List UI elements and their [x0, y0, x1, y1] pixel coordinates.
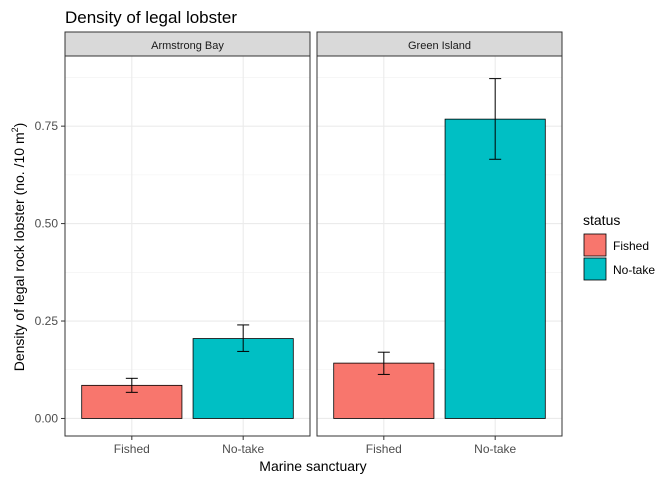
panel-border [64, 55, 311, 437]
x-tick-label: Fished [366, 442, 402, 456]
bar [81, 384, 183, 419]
facet-strip [316, 31, 563, 57]
legend: status Fished No-take [583, 212, 655, 281]
x-tick-label: No-take [474, 442, 516, 456]
facet-panel: Green Island Fished No-take [316, 31, 563, 456]
plot-panels: Armstrong Bay Fished No-take Green Island Fi… [64, 31, 563, 456]
facet-strip-label: Green Island [408, 40, 471, 52]
facet-panel: Armstrong Bay Fished No-take [64, 31, 311, 456]
legend-swatch [583, 257, 607, 281]
legend-label: Fished [613, 239, 649, 253]
y-axis-label: Density of legal rock lobster (no. /10 m… [10, 123, 27, 372]
y-tick-label: 0.50 [35, 217, 59, 231]
y-tick-label: 0.25 [35, 314, 59, 328]
legend-label: No-take [613, 263, 655, 277]
facet-strip [64, 31, 311, 57]
legend-title: status [583, 212, 620, 228]
x-tick-label: No-take [222, 442, 264, 456]
x-tick-label: Fished [114, 442, 150, 456]
y-tick-label: 0.75 [35, 119, 59, 133]
y-tick-label: 0.00 [35, 411, 59, 425]
y-axis-label-main: Density of legal rock lobster (no. /10 m [11, 132, 27, 371]
y-axis-label-end: ) [11, 123, 27, 128]
chart-title: Density of legal lobster [65, 8, 237, 27]
x-axis-label: Marine sanctuary [259, 458, 366, 474]
panel-border [316, 55, 563, 437]
y-axis: 0.00 0.25 0.50 0.75 [35, 119, 65, 425]
bar [444, 118, 546, 419]
legend-swatch [583, 233, 607, 257]
facet-strip-label: Armstrong Bay [151, 40, 224, 52]
y-axis-label-superscript: 2 [10, 127, 20, 132]
bar [192, 338, 294, 419]
